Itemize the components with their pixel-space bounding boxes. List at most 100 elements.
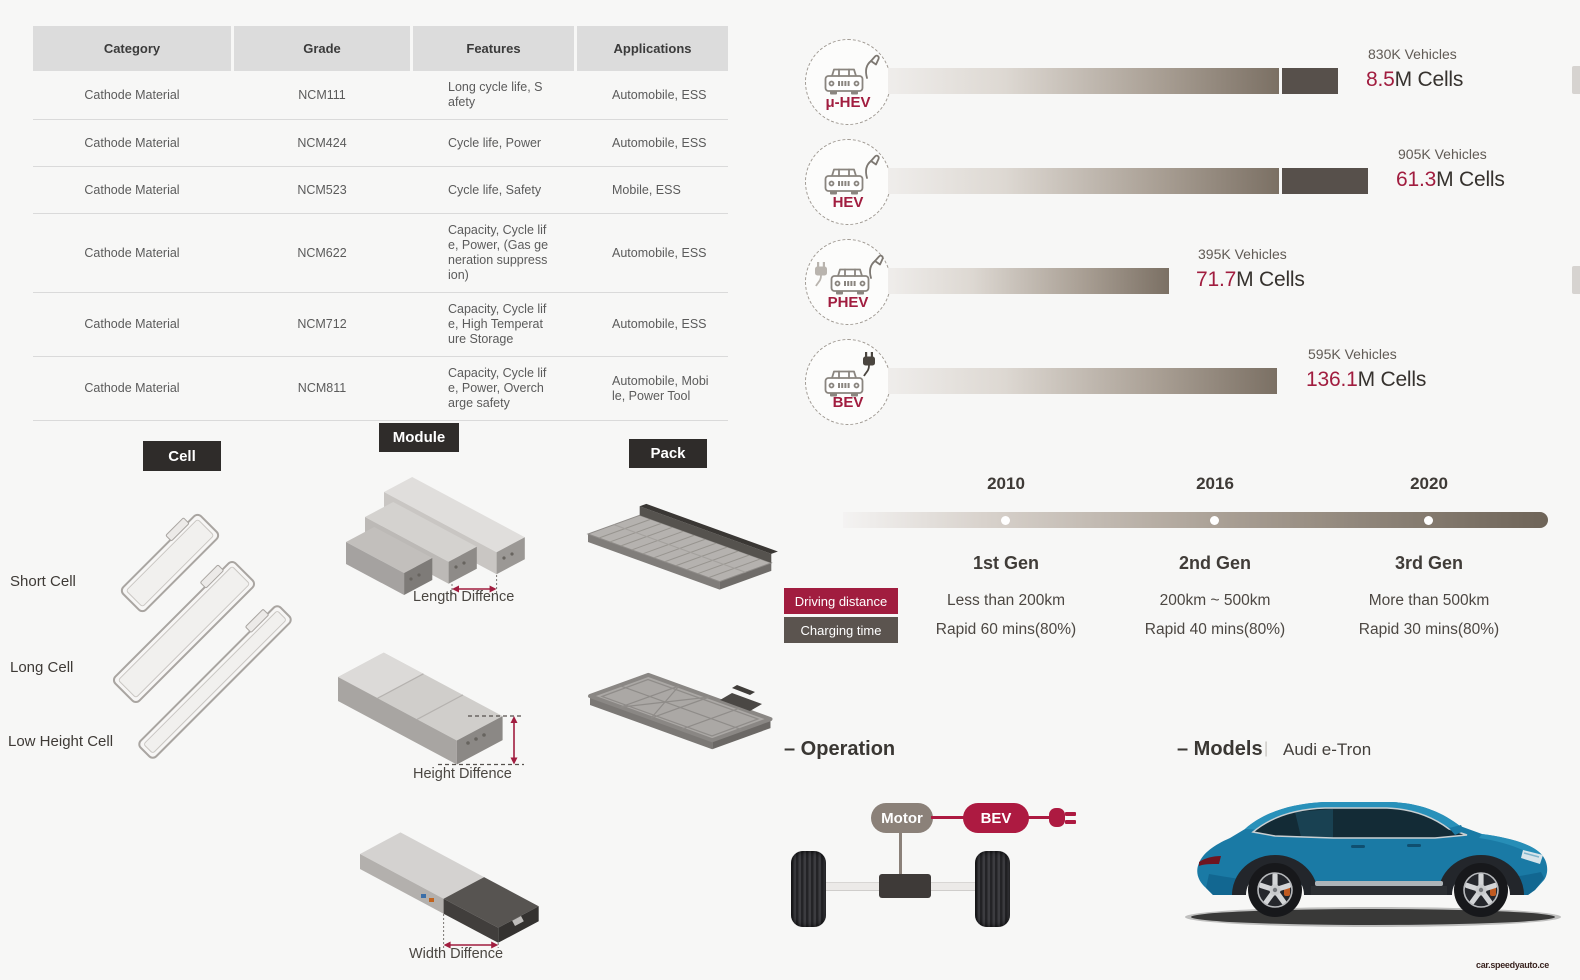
- gen-3-driving: More than 500km: [1368, 592, 1490, 609]
- cell-grade: NCM111: [298, 87, 346, 102]
- column-header: Category: [33, 26, 231, 71]
- driving-distance-badge: Driving distance: [784, 588, 898, 614]
- cell-category: Cathode Material: [84, 317, 180, 331]
- phev-bar: [888, 268, 1169, 294]
- gen-1-label: 1st Gen: [972, 553, 1040, 573]
- u-hev-vehicles: 830K Vehicles: [1368, 46, 1457, 62]
- column-header: Grade: [234, 26, 410, 71]
- table-row: Cathode Material NCM811 Capacity, Cycle …: [33, 357, 728, 421]
- cell-features-text: Cycle life, Power: [448, 135, 542, 150]
- cell-section-badge: Cell: [143, 441, 221, 471]
- low-height-cell-illustration: [135, 602, 295, 762]
- u-hev-cells-number: 8.5: [1366, 68, 1395, 91]
- year-2016: 2016: [1196, 474, 1234, 493]
- u-hev-car-pump-icon: [824, 54, 880, 96]
- cell-features: Cycle life, Power: [413, 136, 574, 151]
- length-difference-caption: Length Diffence: [413, 589, 515, 605]
- cell-features-text: Long cycle life, Safety: [448, 80, 543, 109]
- u-hev-label: μ-HEV: [825, 94, 871, 111]
- phev-label: PHEV: [827, 294, 869, 311]
- cell-category: Cathode Material: [84, 182, 180, 197]
- pack-top-illustration: [586, 503, 778, 590]
- motor-axle-connector: [899, 833, 902, 875]
- cell-applications: Automobile, ESS: [577, 246, 728, 261]
- cell-applications: Automobile, ESS: [577, 317, 728, 332]
- cell-applications: Automobile, ESS: [577, 136, 728, 151]
- year-2010: 2010: [987, 474, 1025, 493]
- bev-circle: BEV: [805, 339, 891, 425]
- long-cell-label: Long Cell: [10, 659, 74, 676]
- right-tire: [975, 851, 1010, 927]
- cathode-material-table: Category Grade Features Applications Cat…: [33, 26, 728, 421]
- hev-cells-number: 61.3: [1396, 168, 1437, 191]
- width-difference-caption: Width Diffence: [409, 946, 504, 962]
- cell-category: Cathode Material: [84, 87, 180, 102]
- cell-applications: Automobile, ESS: [577, 88, 728, 103]
- edge-fragment: [1572, 266, 1580, 294]
- hev-bar: [888, 168, 1279, 194]
- phev-cells-unit: M Cells: [1236, 268, 1305, 291]
- watermark: car.speedyauto.ce: [1476, 960, 1549, 970]
- timeline-dot-2020: [1424, 516, 1433, 525]
- u-hev-bar-cap: [1282, 68, 1338, 94]
- timeline-dot-2016: [1210, 516, 1219, 525]
- bev-bar: [888, 368, 1277, 394]
- charging-plug-icon: [1049, 808, 1076, 827]
- cell-features: Cycle life, Safety: [413, 183, 574, 198]
- year-2020: 2020: [1410, 474, 1448, 493]
- audi-etron-car-image: [1183, 802, 1565, 936]
- models-divider: |: [1264, 740, 1269, 757]
- module-length-illustration: [346, 477, 525, 595]
- gen-1-charging: Rapid 60 mins(80%): [935, 621, 1077, 638]
- phev-plug-car-pump-icon: [814, 254, 884, 296]
- bev-vehicles: 595K Vehicles: [1308, 346, 1397, 362]
- cell-applications-text: Automobile, ESS: [612, 245, 707, 260]
- table-row: Cathode Material NCM424 Cycle life, Powe…: [33, 120, 728, 167]
- bev-label: BEV: [832, 394, 864, 411]
- u-hev-bar: [888, 68, 1279, 94]
- u-hev-cells: 8.5M Cells: [1366, 68, 1463, 92]
- cell-category: Cathode Material: [84, 381, 180, 395]
- cell-features-text: Capacity, Cycle life, Power, Overcharge …: [448, 366, 547, 410]
- pack-section-badge: Pack: [629, 439, 707, 468]
- module-width-illustration: [360, 832, 539, 949]
- hev-circle: HEV: [805, 139, 891, 225]
- cell-features: Capacity, Cycle life, Power, Overcharge …: [413, 366, 574, 411]
- cell-applications-text: Automobile, ESS: [612, 317, 707, 331]
- bev-cells: 136.1M Cells: [1306, 368, 1426, 392]
- cell-category: Cathode Material: [84, 245, 180, 260]
- phev-circle: PHEV: [805, 239, 891, 325]
- column-header: Features: [413, 26, 574, 71]
- model-name: Audi e-Tron: [1283, 740, 1372, 759]
- u-hev-circle: μ-HEV: [805, 39, 891, 125]
- table-header-row: Category Grade Features Applications: [33, 26, 728, 71]
- gen-2-label: 2nd Gen: [1178, 553, 1251, 573]
- bev-car-plug-icon: [824, 351, 876, 398]
- left-tire: [791, 851, 826, 927]
- phev-vehicles: 395K Vehicles: [1198, 246, 1287, 262]
- cell-grade: NCM811: [297, 381, 347, 395]
- motor-pill: Motor: [871, 803, 933, 833]
- module-height-illustration: [338, 652, 524, 766]
- cell-features: Capacity, Cycle life, Power, (Gas genera…: [413, 223, 574, 283]
- height-difference-caption: Height Diffence: [413, 766, 512, 782]
- cell-category: Cathode Material: [84, 135, 180, 150]
- phev-cells-number: 71.7: [1196, 268, 1237, 291]
- gen-2-driving: 200km ~ 500km: [1159, 592, 1271, 609]
- cell-grade: NCM523: [297, 182, 347, 197]
- cell-applications-text: Automobile, ESS: [612, 87, 707, 102]
- cell-applications-text: Mobile, ESS: [612, 182, 681, 197]
- low-height-cell-label: Low Height Cell: [8, 733, 114, 750]
- charging-time-badge: Charging time: [784, 617, 898, 643]
- hev-cells: 61.3M Cells: [1396, 168, 1505, 192]
- cell-features: Long cycle life, Safety: [413, 80, 574, 110]
- timeline-bar: [843, 512, 1548, 528]
- gen-3-charging: Rapid 30 mins(80%): [1358, 621, 1500, 638]
- gen-1-driving: Less than 200km: [946, 592, 1066, 609]
- operation-title: – Operation: [784, 738, 896, 760]
- bev-pill: BEV: [963, 803, 1029, 833]
- pack-underside-illustration: [588, 672, 773, 750]
- timeline-dot-2010: [1001, 516, 1010, 525]
- table-row: Cathode Material NCM622 Capacity, Cycle …: [33, 214, 728, 293]
